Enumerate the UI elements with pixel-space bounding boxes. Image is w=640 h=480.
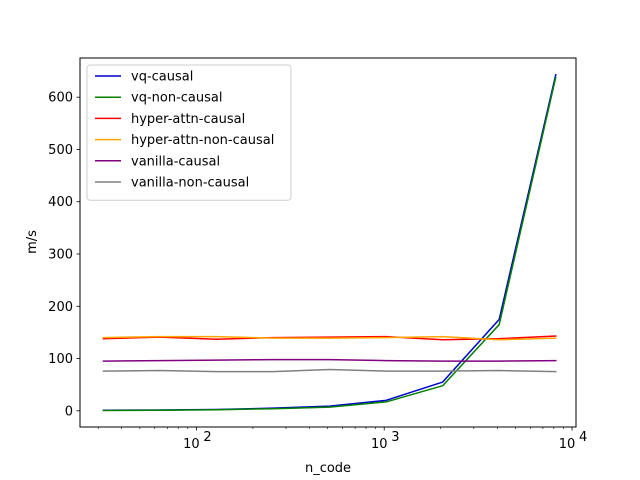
- legend: vq-causal vq-non-causal hyper-attn-causal h…: [86, 64, 292, 201]
- y-tick-label: 200: [48, 300, 73, 315]
- legend-label-vq-non-causal: vq-non-causal: [131, 91, 222, 106]
- series-line-vq-non-causal: [102, 76, 557, 412]
- x-axis-title: n_code: [305, 461, 351, 476]
- x-tick-label: 10: [371, 437, 388, 452]
- y-tick-label: 600: [48, 91, 73, 106]
- y-tick-label: 100: [48, 352, 73, 367]
- legend-label-hyper-attn-non-causal: hyper-attn-non-causal: [131, 133, 274, 148]
- x-tick-label: 10: [559, 437, 576, 452]
- legend-label-hyper-attn-causal: hyper-attn-causal: [131, 112, 245, 127]
- series-line-hyper-attn-non-causal: [102, 335, 557, 341]
- y-tick-label: 300: [48, 247, 73, 262]
- legend-label-vanilla-non-causal: vanilla-non-causal: [131, 176, 249, 191]
- x-tick-label: 10: [183, 437, 200, 452]
- series-line-vanilla-causal: [102, 358, 557, 362]
- legend-box: [86, 64, 292, 201]
- x-tick-exponent: 3: [391, 430, 399, 445]
- y-tick-label: 400: [48, 195, 73, 210]
- x-tick-exponent: 2: [203, 430, 211, 445]
- y-axis-title: m/s: [25, 230, 40, 254]
- x-tick-exponent: 4: [579, 430, 587, 445]
- series-layer: [102, 73, 557, 412]
- series-line-vanilla-non-causal: [102, 368, 557, 373]
- y-tick-label: 0: [65, 404, 73, 419]
- y-tick-label: 500: [48, 143, 73, 158]
- plot-frame: [79, 57, 577, 428]
- legend-label-vq-causal: vq-causal: [131, 70, 193, 85]
- legend-label-vanilla-causal: vanilla-causal: [131, 154, 220, 169]
